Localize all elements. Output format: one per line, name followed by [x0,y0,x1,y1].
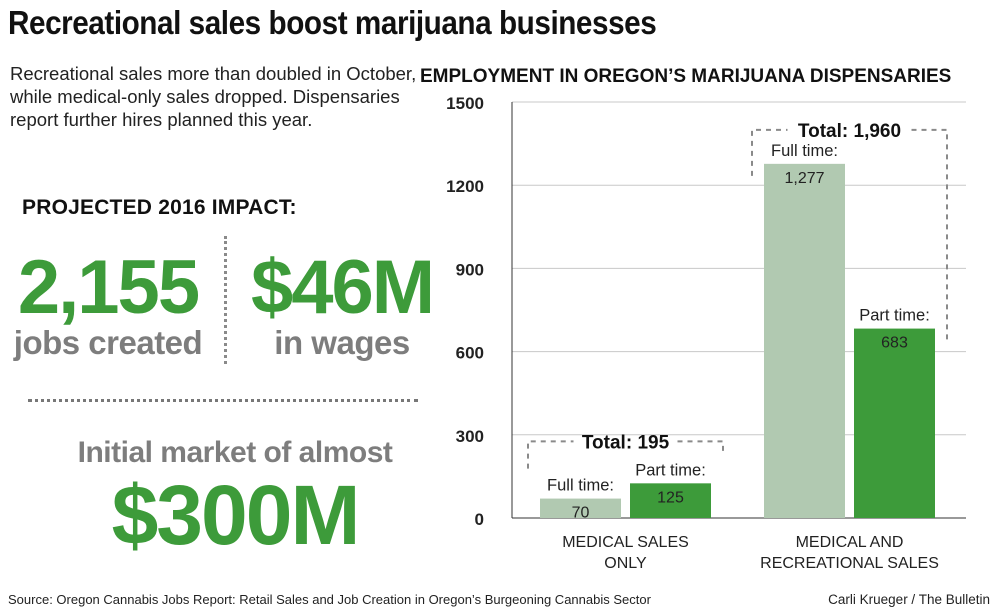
bar [764,163,845,518]
bar-value-label: 125 [657,489,684,506]
total-bracket-right [677,440,724,454]
x-tick-label: ONLY [604,555,647,572]
y-tick-label: 1200 [446,177,484,196]
x-tick-label: MEDICAL AND [796,534,904,551]
y-tick-label: 0 [475,510,484,529]
series-label: Part time: [635,461,706,479]
series-label: Full time: [771,142,838,160]
chart-axes: 0 300 600 900 1200 1500 [446,94,966,529]
impact-divider-vertical [224,236,227,364]
series-label: Part time: [859,307,930,325]
y-tick-label: 900 [456,260,484,279]
x-tick-label: RECREATIONAL SALES [760,555,939,572]
wages-label: in wages [274,324,410,361]
market-value: $300M [111,468,361,562]
bar [540,498,621,518]
intro-text: Recreational sales more than doubled in … [10,63,417,130]
x-tick-label: MEDICAL SALES [562,534,689,551]
total-label: Total: 195 [582,432,670,453]
impact-divider-horizontal [28,399,418,402]
credit: Carli Krueger / The Bulletin [828,592,990,607]
market-line: Initial market of almost [77,436,393,469]
y-tick-label: 300 [456,427,484,446]
series-label: Full time: [547,477,614,495]
chart-bars [540,163,935,518]
source-note: Source: Oregon Cannabis Jobs Report: Ret… [8,592,651,607]
bar [630,483,711,518]
wages-value: $46M [250,245,435,330]
chart-labels: 70 Full time: 125 Part time: Total: 195 MEDIC… [527,121,948,572]
bar-value-label: 70 [572,505,590,522]
bar [854,328,935,518]
jobs-label: jobs created [13,324,203,361]
y-tick-label: 1500 [446,94,484,113]
headline: Recreational sales boost marijuana busin… [8,4,657,41]
bar-value-label: 683 [881,335,908,352]
bar-value-label: 1,277 [784,170,824,187]
total-label: Total: 1,960 [798,121,901,142]
impact-title: PROJECTED 2016 IMPACT: [22,196,297,219]
total-bracket-left [527,440,574,469]
jobs-value: 2,155 [17,245,200,330]
y-tick-label: 600 [456,344,484,363]
chart-title: EMPLOYMENT IN OREGON’S MARIJUANA DISPENS… [420,66,951,87]
total-bracket-right [911,128,948,341]
